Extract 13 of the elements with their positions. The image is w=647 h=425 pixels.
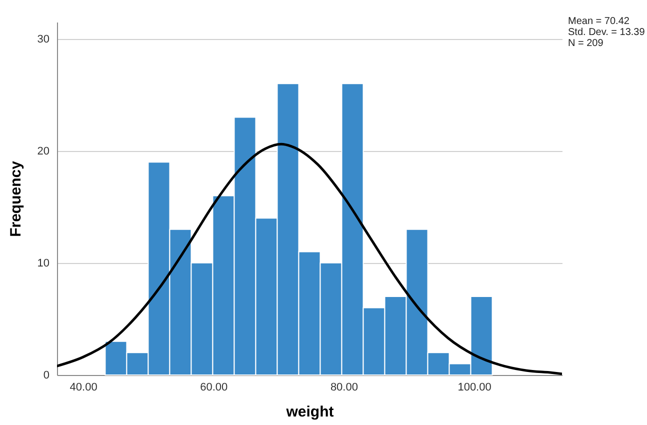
text: N = 209 <box>568 38 604 49</box>
y-tick-label: 20 <box>37 145 50 158</box>
y-tick-label: 0 <box>43 370 50 382</box>
x-tick-label: 80.00 <box>330 382 358 394</box>
x-axis-title: weight <box>285 404 334 420</box>
y-axis-title: Frequency <box>7 160 24 237</box>
text: Std. Dev. = 13.39 <box>568 27 646 38</box>
x-tick-label: 40.00 <box>70 382 98 394</box>
y-tick-label: 10 <box>37 257 50 270</box>
x-tick-label: 100.00 <box>458 382 492 394</box>
x-tick-label: 60.00 <box>200 382 228 394</box>
text: Mean = 70.42 <box>568 16 630 27</box>
y-tick-label: 30 <box>37 33 50 46</box>
